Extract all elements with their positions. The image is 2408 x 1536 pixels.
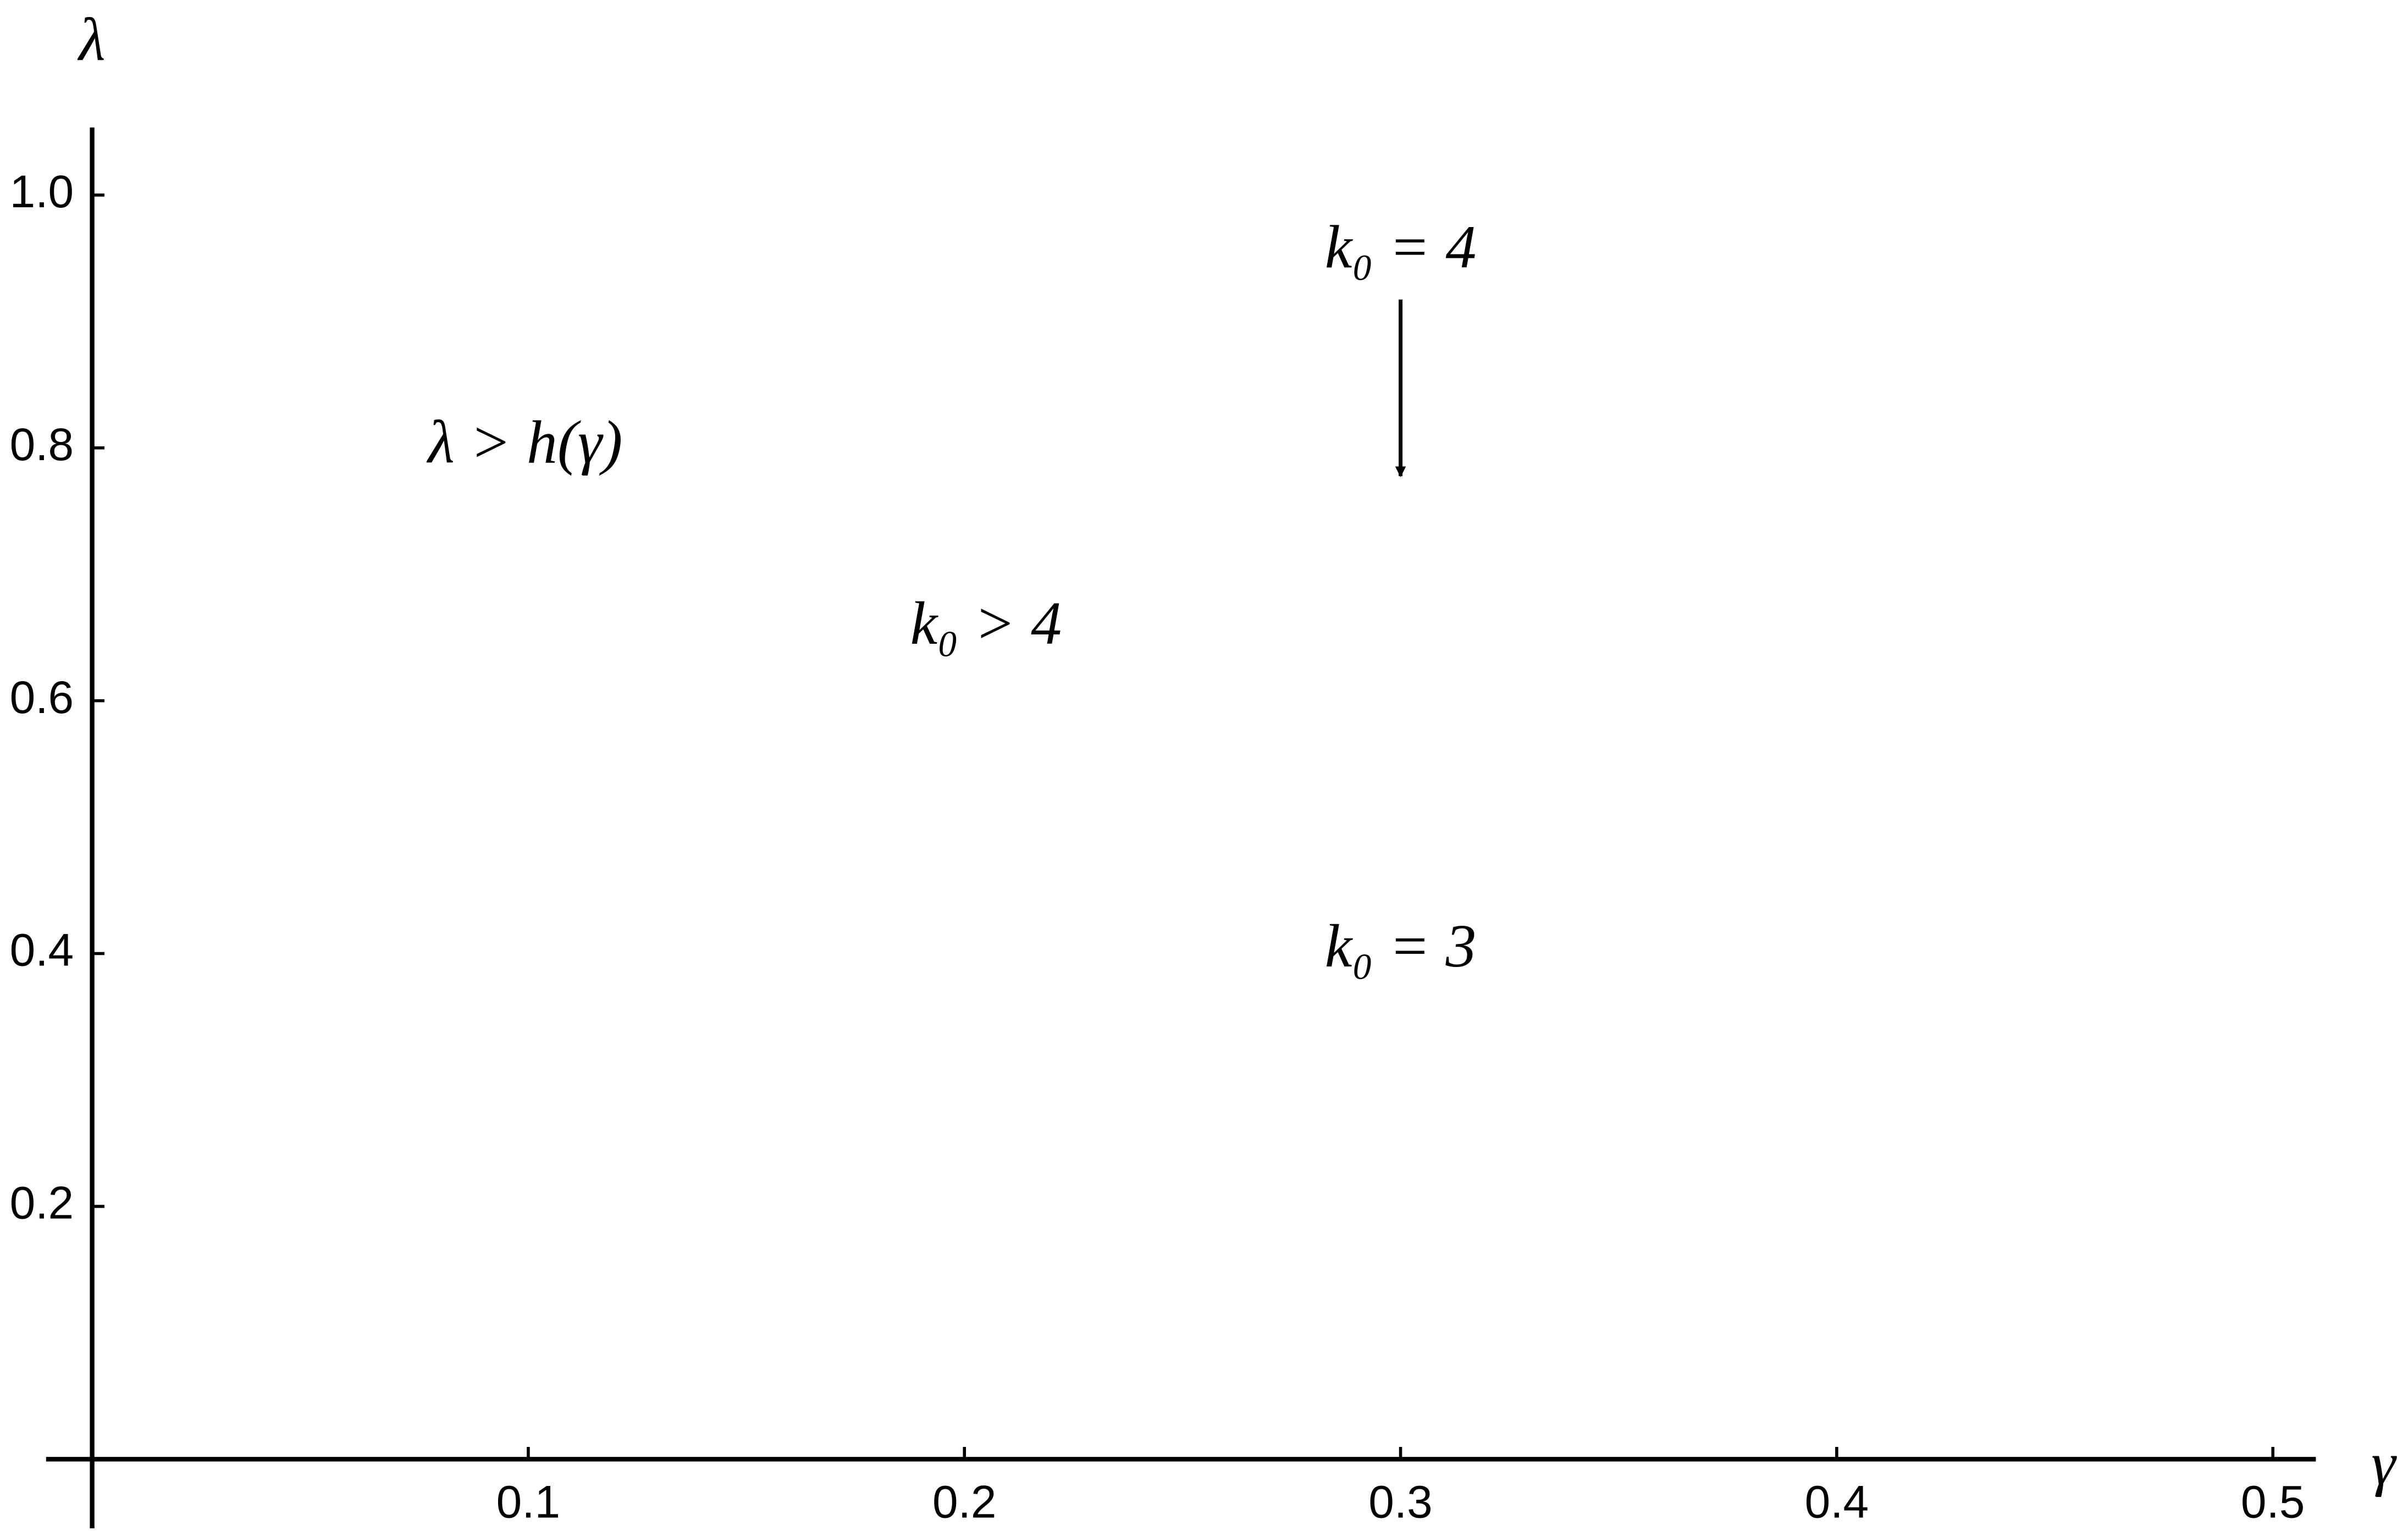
x-tick-label: 0.2 — [932, 1476, 996, 1527]
annotation: k₀ = 3 — [1325, 912, 1477, 980]
y-tick-label: 0.6 — [10, 671, 74, 723]
y-tick-label: 0.2 — [10, 1177, 74, 1229]
annotation: k₀ = 4 — [1325, 213, 1477, 281]
x-axis-label: γ — [2371, 1429, 2397, 1498]
annotation: k₀ > 4 — [910, 589, 1062, 658]
x-tick-label: 0.1 — [496, 1476, 560, 1527]
y-tick-label: 0.8 — [10, 418, 74, 470]
x-tick-label: 0.3 — [1368, 1476, 1432, 1527]
y-axis-label: λ — [77, 5, 105, 74]
annotation: λ > h(γ) — [426, 408, 622, 476]
x-tick-label: 0.4 — [1805, 1476, 1869, 1527]
x-tick-label: 0.5 — [2241, 1476, 2305, 1527]
y-tick-label: 1.0 — [10, 165, 74, 217]
y-tick-label: 0.4 — [10, 924, 74, 976]
